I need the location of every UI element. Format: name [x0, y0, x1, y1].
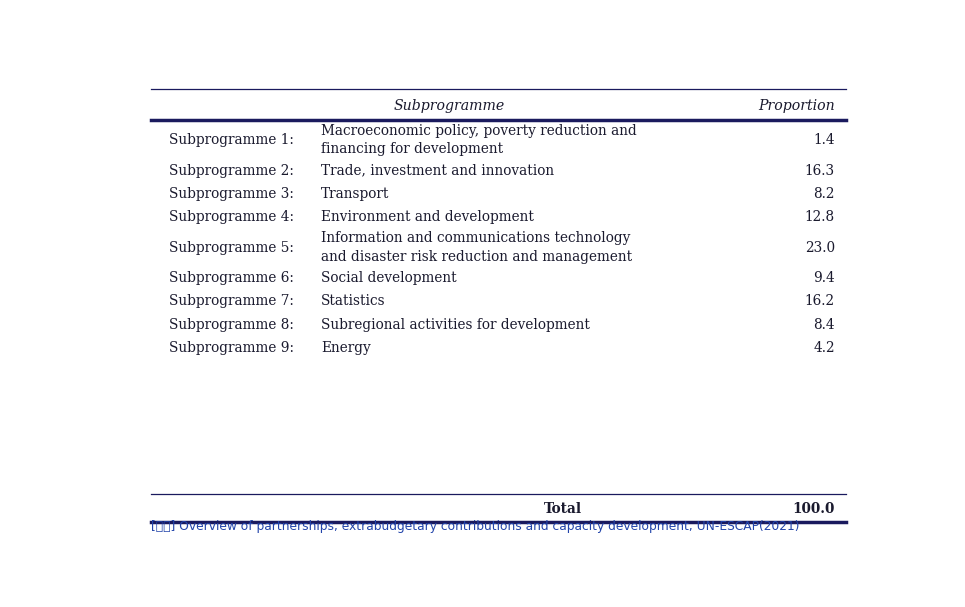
Text: 8.4: 8.4 [813, 317, 835, 332]
Text: Environment and development: Environment and development [321, 210, 534, 224]
Text: Macroeconomic policy, poverty reduction and
financing for development: Macroeconomic policy, poverty reduction … [321, 124, 637, 157]
Text: Energy: Energy [321, 341, 371, 355]
Text: [자료] Overview of partnerships, extrabudgetary contributions and capacity develop: [자료] Overview of partnerships, extrabudg… [151, 520, 799, 533]
Text: Social development: Social development [321, 271, 456, 285]
Text: 100.0: 100.0 [792, 502, 835, 516]
Text: Subprogramme 4:: Subprogramme 4: [169, 210, 294, 224]
Text: 16.2: 16.2 [805, 294, 835, 308]
Text: Subprogramme 2:: Subprogramme 2: [169, 163, 294, 177]
Text: Information and communications technology
and disaster risk reduction and manage: Information and communications technolog… [321, 231, 632, 264]
Text: 23.0: 23.0 [805, 240, 835, 255]
Text: Subprogramme 7:: Subprogramme 7: [169, 294, 294, 308]
Text: 12.8: 12.8 [805, 210, 835, 224]
Text: 9.4: 9.4 [813, 271, 835, 285]
Text: Subprogramme 8:: Subprogramme 8: [169, 317, 294, 332]
Text: Total: Total [544, 502, 582, 516]
Text: Subprogramme: Subprogramme [394, 98, 506, 112]
Text: 8.2: 8.2 [813, 187, 835, 201]
Text: 16.3: 16.3 [805, 163, 835, 177]
Text: Subprogramme 6:: Subprogramme 6: [169, 271, 294, 285]
Text: Subprogramme 3:: Subprogramme 3: [169, 187, 294, 201]
Text: 4.2: 4.2 [813, 341, 835, 355]
Text: Transport: Transport [321, 187, 390, 201]
Text: Trade, investment and innovation: Trade, investment and innovation [321, 163, 554, 177]
Text: Proportion: Proportion [758, 98, 835, 112]
Text: 1.4: 1.4 [813, 133, 835, 147]
Text: Subprogramme 9:: Subprogramme 9: [169, 341, 294, 355]
Text: Subprogramme 5:: Subprogramme 5: [169, 240, 294, 255]
Text: Subprogramme 1:: Subprogramme 1: [169, 133, 294, 147]
Text: Subregional activities for development: Subregional activities for development [321, 317, 590, 332]
Text: Statistics: Statistics [321, 294, 386, 308]
